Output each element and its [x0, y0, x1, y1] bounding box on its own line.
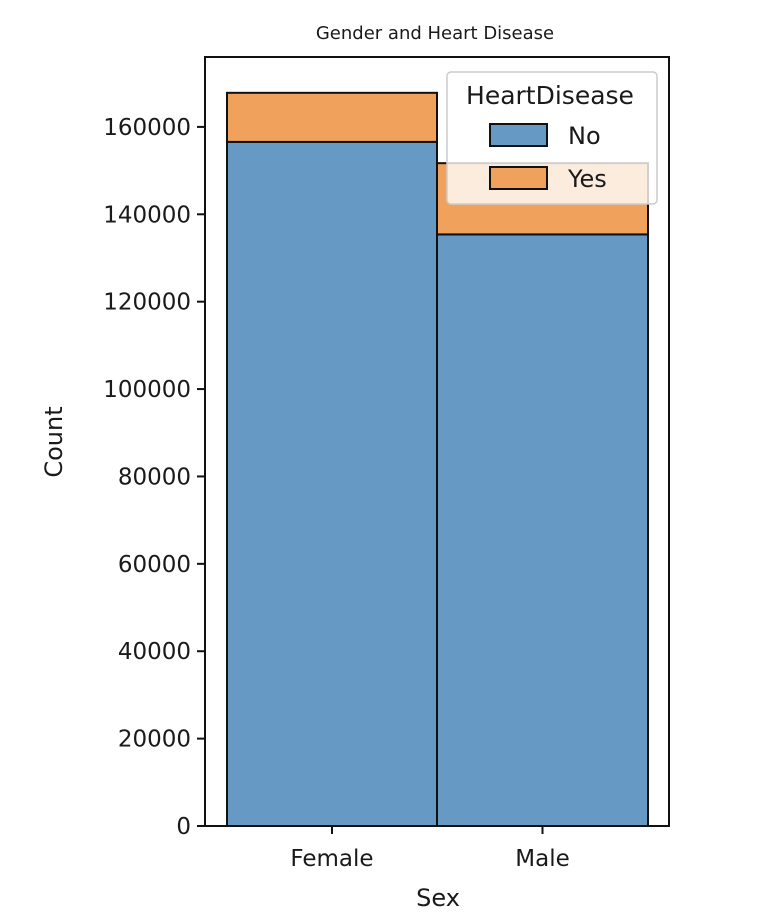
- y-tick-label: 80000: [118, 464, 191, 490]
- y-tick-label: 160000: [103, 115, 191, 141]
- bar-male-no: [436, 233, 649, 827]
- x-axis-title: Sex: [416, 884, 460, 912]
- legend-title: HeartDisease: [466, 81, 634, 110]
- y-tick-label: 100000: [103, 377, 191, 403]
- y-tick-label: 140000: [103, 202, 191, 228]
- y-tick-label: 0: [176, 814, 191, 840]
- legend-swatch-no: [489, 123, 548, 147]
- y-tick-label: 20000: [118, 727, 191, 753]
- plot-frame: [204, 56, 670, 827]
- y-tick-label: 40000: [118, 639, 191, 665]
- legend-swatch-yes: [489, 166, 548, 190]
- bar-female-no: [226, 140, 438, 827]
- legend-label-no: No: [568, 122, 601, 150]
- chart-title: Gender and Heart Disease: [316, 23, 554, 44]
- axes-layer: 0 20000 40000 60000 80000 100000 120000 140000 1…: [103, 56, 670, 872]
- y-axis-title: Count: [40, 406, 68, 477]
- x-tick-label: Male: [515, 846, 569, 872]
- y-tick-label: 120000: [103, 290, 191, 316]
- legend-label-yes: Yes: [567, 165, 607, 193]
- y-tick-label: 60000: [118, 552, 191, 578]
- legend: HeartDisease No Yes: [446, 71, 658, 205]
- x-tick-label: Female: [290, 846, 373, 872]
- bar-female-yes: [226, 91, 438, 143]
